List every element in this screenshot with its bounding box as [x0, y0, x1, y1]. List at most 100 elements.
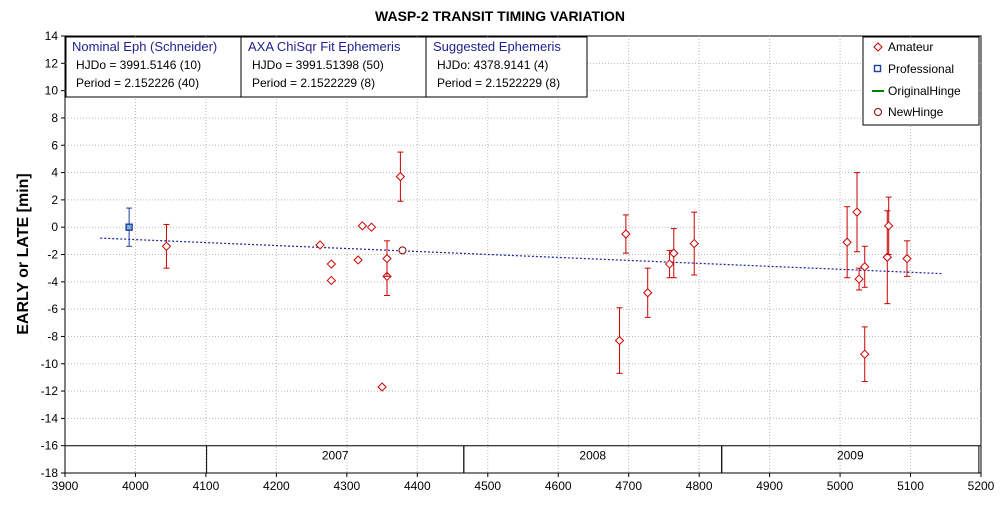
diamond-marker	[366, 222, 377, 232]
info-box-line: Period = 2.152226 (40)	[76, 76, 199, 90]
x-tick-label: 4500	[474, 479, 501, 493]
y-tick-label: 8	[51, 111, 58, 125]
y-tick-label: 6	[51, 138, 58, 152]
data-point-professional	[125, 207, 133, 247]
data-point-amateur	[852, 172, 862, 253]
diamond-marker	[860, 262, 870, 272]
data-point-amateur	[614, 307, 625, 374]
data-point-amateur	[395, 151, 406, 202]
y-tick-label: -4	[47, 275, 58, 289]
x-axis-ticks: 3900 4000 4100 4200 4300 4400 4500 4600 4700 4800…	[52, 473, 995, 493]
x-tick-label: 4100	[193, 479, 220, 493]
data-point-amateur	[860, 245, 870, 288]
diamond-marker	[882, 252, 892, 262]
diamond-marker	[860, 349, 870, 359]
y-tick-label: -2	[47, 248, 58, 262]
info-box-line: Period = 2.1522229 (8)	[252, 76, 375, 90]
diamond-marker	[643, 288, 653, 298]
data-point-amateur	[366, 222, 377, 232]
data-point-amateur	[860, 326, 870, 383]
y-tick-label: 0	[51, 220, 58, 234]
data-point-amateur	[315, 240, 325, 250]
ephemeris-boxes: Nominal Eph (Schneider) HJDo = 3991.5146…	[65, 36, 588, 98]
legend-item-new-hinge: NewHinge	[874, 105, 944, 119]
x-tick-label: 4700	[615, 479, 642, 493]
y-axis-ticks: 14 12 10 8 6 4 2 0 -2 -4 -6 -8 -10 -12 -14 -16 -18	[41, 29, 65, 480]
info-box-title: Nominal Eph (Schneider)	[72, 39, 217, 54]
data-point-amateur	[377, 382, 387, 392]
info-box-line: HJDo = 3991.5146 (10)	[76, 58, 201, 72]
info-box-line: HJDo: 4378.9141 (4)	[437, 58, 548, 72]
y-tick-label: 12	[45, 56, 59, 70]
info-box-line: Period = 2.1522229 (8)	[437, 76, 560, 90]
diamond-marker	[614, 335, 625, 346]
x-tick-label: 5100	[897, 479, 924, 493]
square-marker	[125, 223, 133, 231]
diamond-marker	[842, 237, 852, 247]
info-box-title: AXA ChiSqr Fit Ephemeris	[248, 39, 401, 54]
y-tick-label: -14	[41, 411, 59, 425]
data-point-amateur	[883, 196, 894, 255]
diamond-marker	[852, 207, 862, 217]
y-tick-label: 4	[51, 166, 58, 180]
data-point-amateur	[353, 255, 363, 265]
x-tick-label: 4300	[333, 479, 360, 493]
data-point-amateur	[643, 267, 653, 318]
legend: Amateur Professional OriginalHinge NewHi…	[862, 36, 980, 126]
square-marker-icon	[873, 64, 882, 73]
legend-label: OriginalHinge	[888, 84, 961, 98]
y-tick-label: -12	[41, 384, 59, 398]
x-tick-label: 4600	[545, 479, 572, 493]
legend-label: NewHinge	[888, 105, 944, 119]
y-tick-label: -18	[41, 466, 59, 480]
diamond-marker	[353, 255, 363, 265]
diamond-marker	[902, 253, 912, 264]
data-point-amateur	[621, 214, 631, 254]
legend-item-professional: Professional	[873, 62, 954, 76]
x-tick-label: 5200	[968, 479, 995, 493]
x-tick-label: 4800	[686, 479, 713, 493]
diamond-marker	[854, 274, 864, 284]
circle-marker-icon	[874, 108, 882, 116]
info-box-suggested: Suggested Ephemeris HJDo: 4378.9141 (4) …	[425, 36, 588, 98]
info-box-line: HJDo = 3991.51398 (50)	[252, 58, 384, 72]
year-bands: 2007 2008 2009	[65, 445, 981, 473]
diamond-marker	[395, 171, 406, 182]
data-point-amateur	[842, 206, 852, 279]
legend-label: Amateur	[888, 40, 933, 54]
y-tick-label: -16	[41, 439, 59, 453]
y-tick-label: -8	[47, 329, 58, 343]
x-tick-label: 5000	[827, 479, 854, 493]
year-label: 2009	[837, 449, 864, 463]
diamond-marker	[377, 382, 387, 392]
data-point-newhinge	[398, 246, 407, 255]
y-axis-label: EARLY or LATE [min]	[15, 173, 32, 335]
diamond-marker	[883, 221, 894, 231]
trend-line	[100, 237, 943, 275]
data-point-amateur	[854, 267, 864, 291]
y-tick-label: 14	[45, 29, 59, 43]
data-point-amateur	[326, 259, 337, 269]
diamond-marker	[621, 229, 631, 239]
circle-marker	[398, 246, 407, 255]
legend-item-amateur: Amateur	[873, 40, 933, 54]
y-tick-label: 2	[51, 193, 58, 207]
data-point-amateur	[689, 211, 699, 276]
info-box-title: Suggested Ephemeris	[433, 39, 561, 54]
diamond-marker	[689, 238, 699, 249]
data-point-amateur	[161, 223, 172, 269]
x-tick-label: 4400	[404, 479, 431, 493]
diamond-marker	[382, 253, 392, 264]
y-tick-label: -10	[41, 357, 59, 371]
x-tick-label: 4200	[263, 479, 290, 493]
plot-area	[64, 35, 982, 474]
data-point-amateur	[326, 275, 337, 286]
trend-line-path	[100, 237, 943, 275]
year-label: 2007	[322, 449, 349, 463]
diamond-marker	[664, 259, 675, 269]
y-tick-label: -6	[47, 302, 58, 316]
data-point-amateur	[669, 228, 679, 279]
legend-item-original-hinge: OriginalHinge	[872, 84, 961, 98]
diamond-marker	[326, 275, 337, 286]
